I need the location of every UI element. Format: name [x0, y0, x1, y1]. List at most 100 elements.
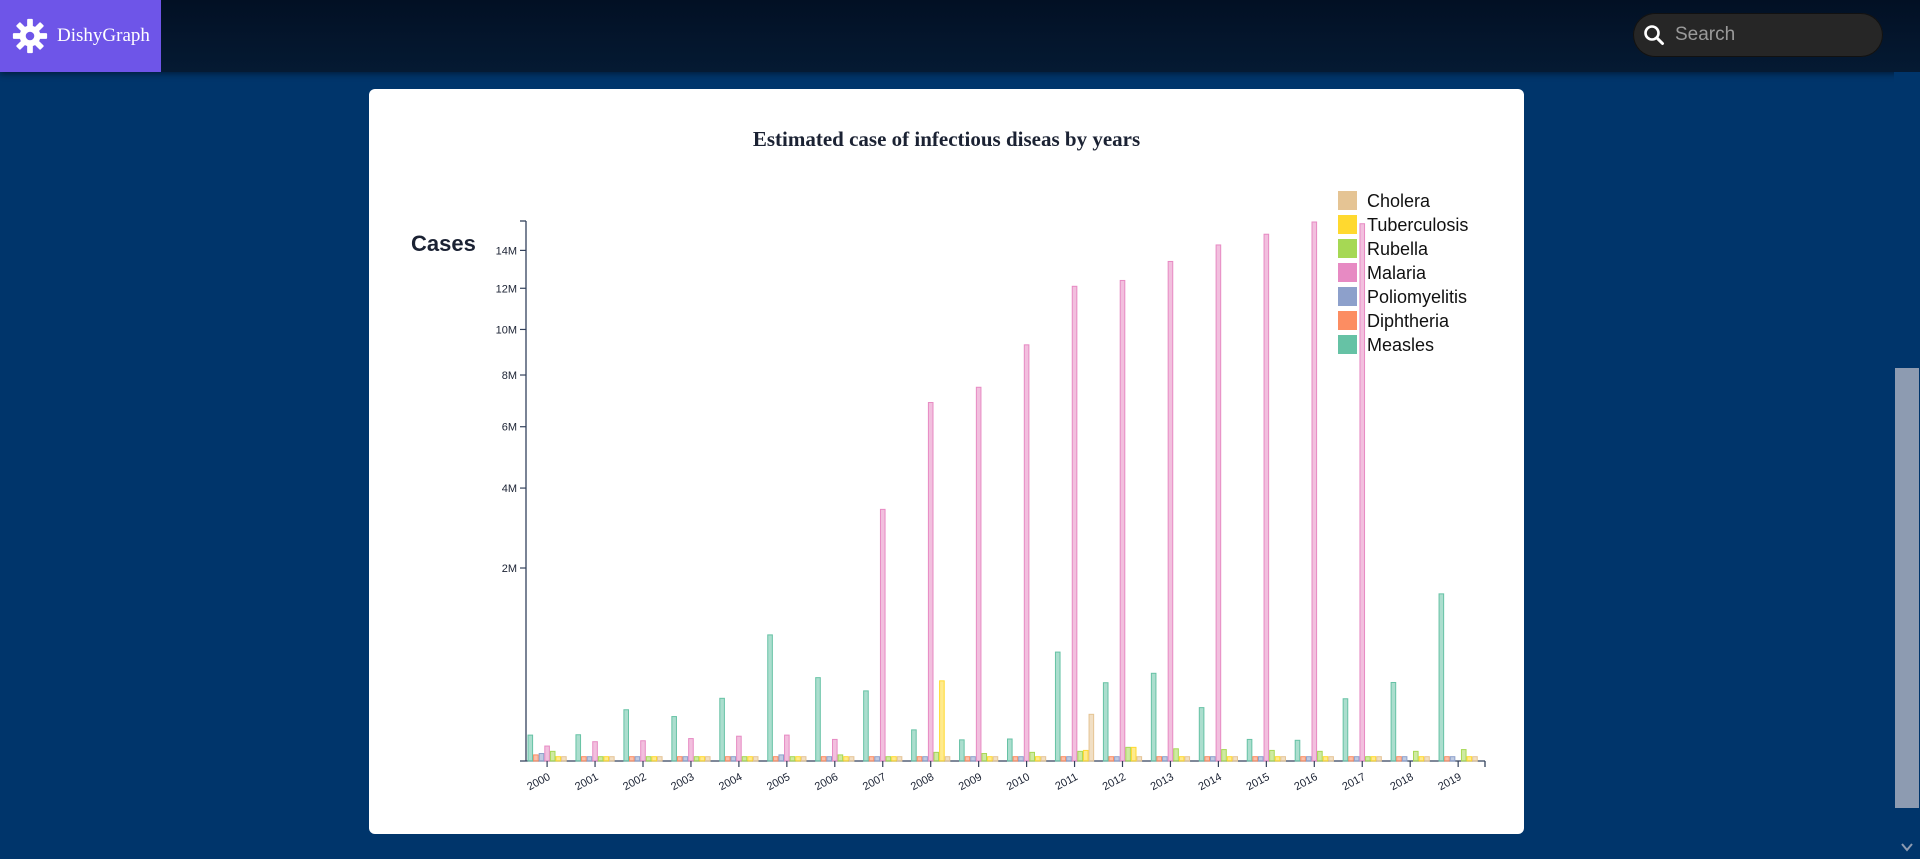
- bar: [1066, 756, 1072, 762]
- bar: [911, 729, 917, 762]
- bar: [896, 756, 903, 762]
- x-tick-label: 2014: [1197, 771, 1224, 793]
- bar: [922, 756, 928, 762]
- x-tick-label: 2004: [717, 771, 744, 793]
- bar: [975, 386, 982, 762]
- scrollbar-thumb[interactable]: [1895, 368, 1919, 808]
- bar: [1035, 756, 1041, 762]
- bar: [1077, 750, 1083, 762]
- bar: [651, 756, 657, 762]
- bar: [784, 734, 790, 762]
- y-tick-label: 8M: [502, 370, 517, 382]
- bar: [1162, 756, 1168, 762]
- bar: [1317, 750, 1323, 762]
- bar: [730, 756, 737, 762]
- bar: [826, 756, 832, 762]
- bar: [1215, 244, 1222, 762]
- search-input[interactable]: [1673, 23, 1877, 47]
- bar: [1167, 260, 1174, 762]
- x-tick-label: 2018: [1388, 771, 1415, 793]
- bar: [609, 756, 615, 762]
- legend-label: Malaria: [1367, 263, 1427, 283]
- bar: [752, 756, 759, 762]
- bar: [916, 756, 923, 762]
- bar: [741, 756, 748, 762]
- bar: [1438, 593, 1445, 762]
- bar: [527, 734, 534, 762]
- bar: [1130, 746, 1137, 762]
- legend-label: Poliomyelitis: [1367, 287, 1467, 307]
- legend-label: Measles: [1367, 335, 1434, 355]
- bar: [815, 677, 821, 762]
- legend-swatch: [1338, 191, 1357, 210]
- bar: [1012, 756, 1019, 762]
- bar: [1088, 713, 1095, 762]
- bar: [874, 756, 880, 762]
- bar: [603, 756, 610, 762]
- bar: [747, 756, 753, 762]
- bar: [1114, 756, 1120, 762]
- top-bar: DishyGraph: [0, 0, 1920, 72]
- legend-swatch: [1338, 263, 1357, 282]
- chart-card: Estimated case of infectious diseas by y…: [369, 89, 1524, 834]
- bar: [1424, 756, 1430, 762]
- app-name: DishyGraph: [57, 25, 150, 46]
- bar: [1311, 221, 1318, 762]
- bar: [1082, 749, 1089, 762]
- bar: [575, 734, 582, 762]
- bar: [868, 756, 875, 762]
- x-tick-label: 2015: [1245, 771, 1272, 793]
- bar: [789, 756, 796, 762]
- bar: [1390, 681, 1397, 762]
- legend-label: Tuberculosis: [1367, 215, 1468, 235]
- bar: [944, 756, 951, 762]
- bar: [1071, 285, 1078, 762]
- bar: [676, 756, 683, 762]
- legend-swatch: [1338, 287, 1357, 306]
- bar: [640, 740, 646, 762]
- x-tick-label: 2012: [1101, 771, 1128, 793]
- x-tick-label: 2002: [621, 771, 648, 793]
- bar: [581, 756, 587, 762]
- bar: [1054, 651, 1061, 762]
- x-tick-label: 2016: [1292, 771, 1319, 793]
- y-tick-label: 10M: [496, 324, 517, 336]
- bar: [820, 756, 827, 762]
- search-box[interactable]: [1633, 13, 1883, 57]
- chart-plot: 2M 4M 6M 8M 10M 12M 14M 2000 2001 2002 2003 2004 200…: [496, 191, 1486, 793]
- bar: [1401, 756, 1408, 762]
- bar: [767, 634, 773, 762]
- legend-swatch: [1338, 215, 1357, 234]
- bar: [1119, 279, 1126, 762]
- bar: [1252, 756, 1258, 762]
- x-tick-label: 2017: [1340, 771, 1367, 793]
- bar: [1300, 756, 1306, 762]
- bar: [1060, 756, 1067, 762]
- brand-logo[interactable]: DishyGraph: [0, 0, 161, 72]
- bar: [1221, 749, 1227, 762]
- bar: [964, 756, 971, 762]
- y-tick-label: 12M: [496, 283, 517, 295]
- bar: [1226, 756, 1233, 762]
- bar: [1102, 682, 1109, 762]
- bar: [1370, 756, 1377, 762]
- bar: [1204, 756, 1211, 762]
- legend-label: Diphtheria: [1367, 311, 1450, 331]
- bar: [1257, 756, 1264, 762]
- x-tick-label: 2010: [1005, 771, 1032, 793]
- bar: [800, 756, 807, 762]
- bar: [736, 735, 742, 762]
- bar: [724, 756, 731, 762]
- bar: [1269, 749, 1275, 762]
- search-icon: [1644, 25, 1664, 45]
- bar: [939, 680, 945, 762]
- bar: [1305, 756, 1312, 762]
- bar: [682, 756, 689, 762]
- chevron-down-icon[interactable]: [1900, 840, 1914, 854]
- bar: [671, 716, 677, 762]
- legend-swatch: [1338, 335, 1357, 354]
- bar: [970, 756, 976, 762]
- x-tick-label: 2007: [861, 771, 888, 793]
- bar: [592, 741, 598, 762]
- bar: [657, 756, 663, 762]
